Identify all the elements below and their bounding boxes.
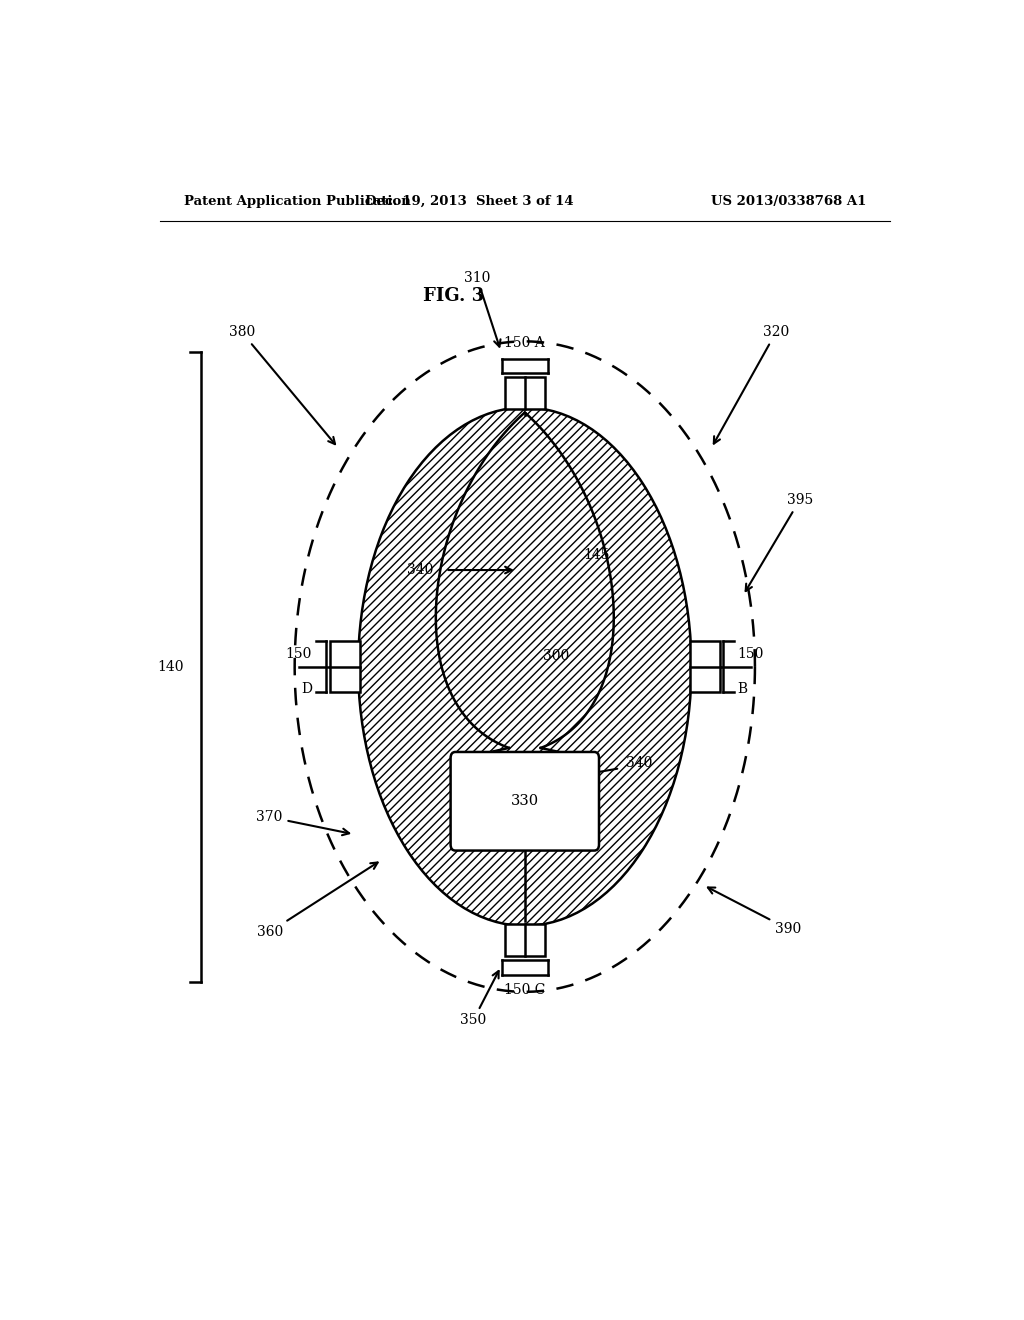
Text: 150 A: 150 A	[505, 337, 545, 351]
Text: 360: 360	[256, 862, 378, 939]
Text: 340: 340	[408, 564, 433, 577]
Text: 150: 150	[737, 647, 764, 661]
Text: Dec. 19, 2013  Sheet 3 of 14: Dec. 19, 2013 Sheet 3 of 14	[365, 194, 573, 207]
Bar	[690, 642, 720, 692]
Text: 145: 145	[583, 548, 609, 562]
Ellipse shape	[358, 408, 691, 925]
Text: 395: 395	[745, 492, 813, 591]
Text: 300: 300	[544, 649, 569, 664]
Text: US 2013/0338768 A1: US 2013/0338768 A1	[711, 194, 866, 207]
Text: 330: 330	[511, 795, 539, 808]
Text: 150 C: 150 C	[504, 982, 546, 997]
FancyBboxPatch shape	[451, 752, 599, 850]
Text: 350: 350	[460, 972, 499, 1027]
Text: FIG. 3: FIG. 3	[423, 286, 484, 305]
Text: 340: 340	[626, 756, 652, 770]
Text: 320: 320	[714, 325, 790, 444]
Bar	[330, 642, 359, 692]
Text: 140: 140	[157, 660, 183, 673]
Bar	[505, 378, 545, 409]
Text: 310: 310	[464, 272, 501, 347]
Text: D: D	[301, 682, 312, 696]
Text: B: B	[737, 682, 748, 696]
Text: 370: 370	[256, 810, 349, 836]
Text: 150: 150	[286, 647, 312, 661]
Text: Patent Application Publication: Patent Application Publication	[183, 194, 411, 207]
Bar	[505, 924, 545, 956]
Text: 390: 390	[708, 887, 801, 936]
Text: 380: 380	[228, 325, 335, 444]
